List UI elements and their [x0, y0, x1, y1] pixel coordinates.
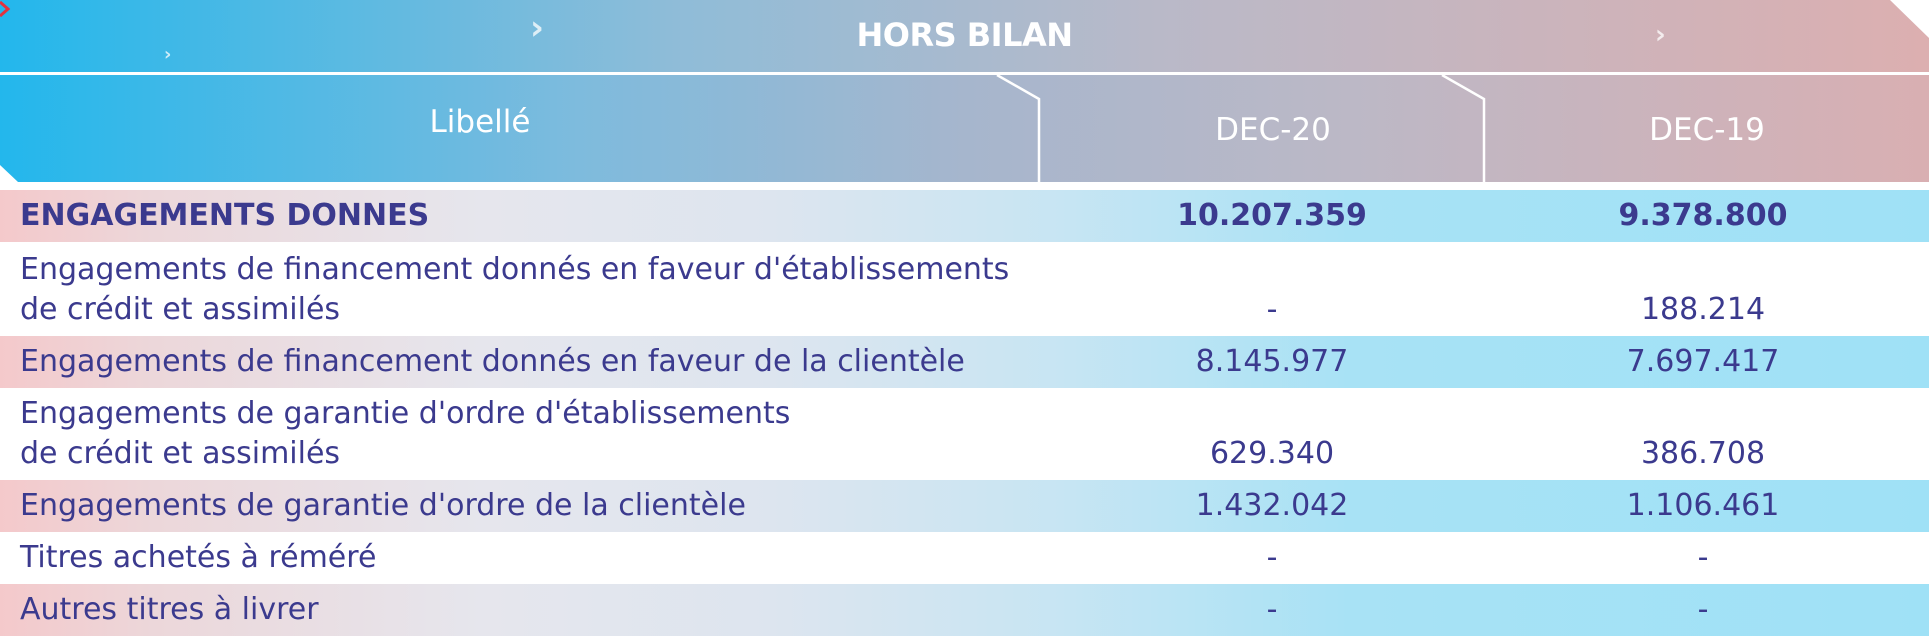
row-value-dec20: -	[1266, 592, 1278, 627]
row-label: Engagements de financement donnés en fav…	[20, 252, 1010, 287]
row-value-dec19: 188.214	[1640, 292, 1766, 327]
table-row: Titres achetés à réméré - -	[0, 534, 1929, 584]
row-value-dec20: -	[1266, 540, 1278, 575]
chevron-right-icon: ›	[1655, 20, 1666, 50]
table-row: Engagements de garantie d'ordre d'établi…	[0, 392, 1929, 476]
row-value-dec20: 629.340	[1209, 436, 1335, 471]
column-divider	[996, 74, 1041, 182]
column-header-dec19: DEC-19	[1649, 112, 1765, 148]
row-label: Autres titres à livrer	[20, 592, 319, 627]
row-value-dec20: 10.207.359	[1177, 198, 1367, 233]
chevron-right-icon: ›	[164, 44, 172, 65]
column-header-label: Libellé	[429, 104, 531, 140]
column-header-dec20: DEC-20	[1215, 112, 1331, 148]
row-value-dec19: -	[1697, 592, 1709, 627]
column-divider	[1441, 74, 1486, 182]
row-label: Engagements de garantie d'ordre de la cl…	[20, 488, 746, 523]
row-value-dec19: -	[1697, 540, 1709, 575]
table-row: Engagements de financement donnés en fav…	[0, 336, 1929, 388]
table-row: Engagements de financement donnés en fav…	[0, 248, 1929, 332]
table-row: Autres titres à livrer - -	[0, 584, 1929, 636]
row-value-dec20: 8.145.977	[1195, 344, 1349, 379]
table-title: HORS BILAN	[856, 16, 1073, 54]
row-label: Engagements de financement donnés en fav…	[20, 344, 965, 379]
row-value-dec20: -	[1266, 292, 1278, 327]
row-value-dec19: 1.106.461	[1626, 488, 1780, 523]
row-value-dec20: 1.432.042	[1195, 488, 1349, 523]
chevron-right-icon: ›	[530, 8, 545, 48]
row-value-dec19: 386.708	[1640, 436, 1766, 471]
row-label: Engagements de garantie d'ordre d'établi…	[20, 396, 791, 431]
row-label-line2: de crédit et assimilés	[20, 436, 341, 471]
table-row: ENGAGEMENTS DONNES 10.207.359 9.378.800	[0, 190, 1929, 242]
column-header-band	[0, 75, 1929, 182]
row-label-line2: de crédit et assimilés	[20, 292, 341, 327]
row-value-dec19: 7.697.417	[1626, 344, 1780, 379]
row-value-dec19: 9.378.800	[1618, 198, 1788, 233]
title-band	[0, 0, 1929, 73]
header-separator	[0, 72, 1929, 75]
table-row: Engagements de garantie d'ordre de la cl…	[0, 480, 1929, 532]
row-label: Titres achetés à réméré	[20, 540, 377, 575]
row-label: ENGAGEMENTS DONNES	[20, 198, 430, 233]
corner-arrow-icon	[0, 0, 11, 18]
